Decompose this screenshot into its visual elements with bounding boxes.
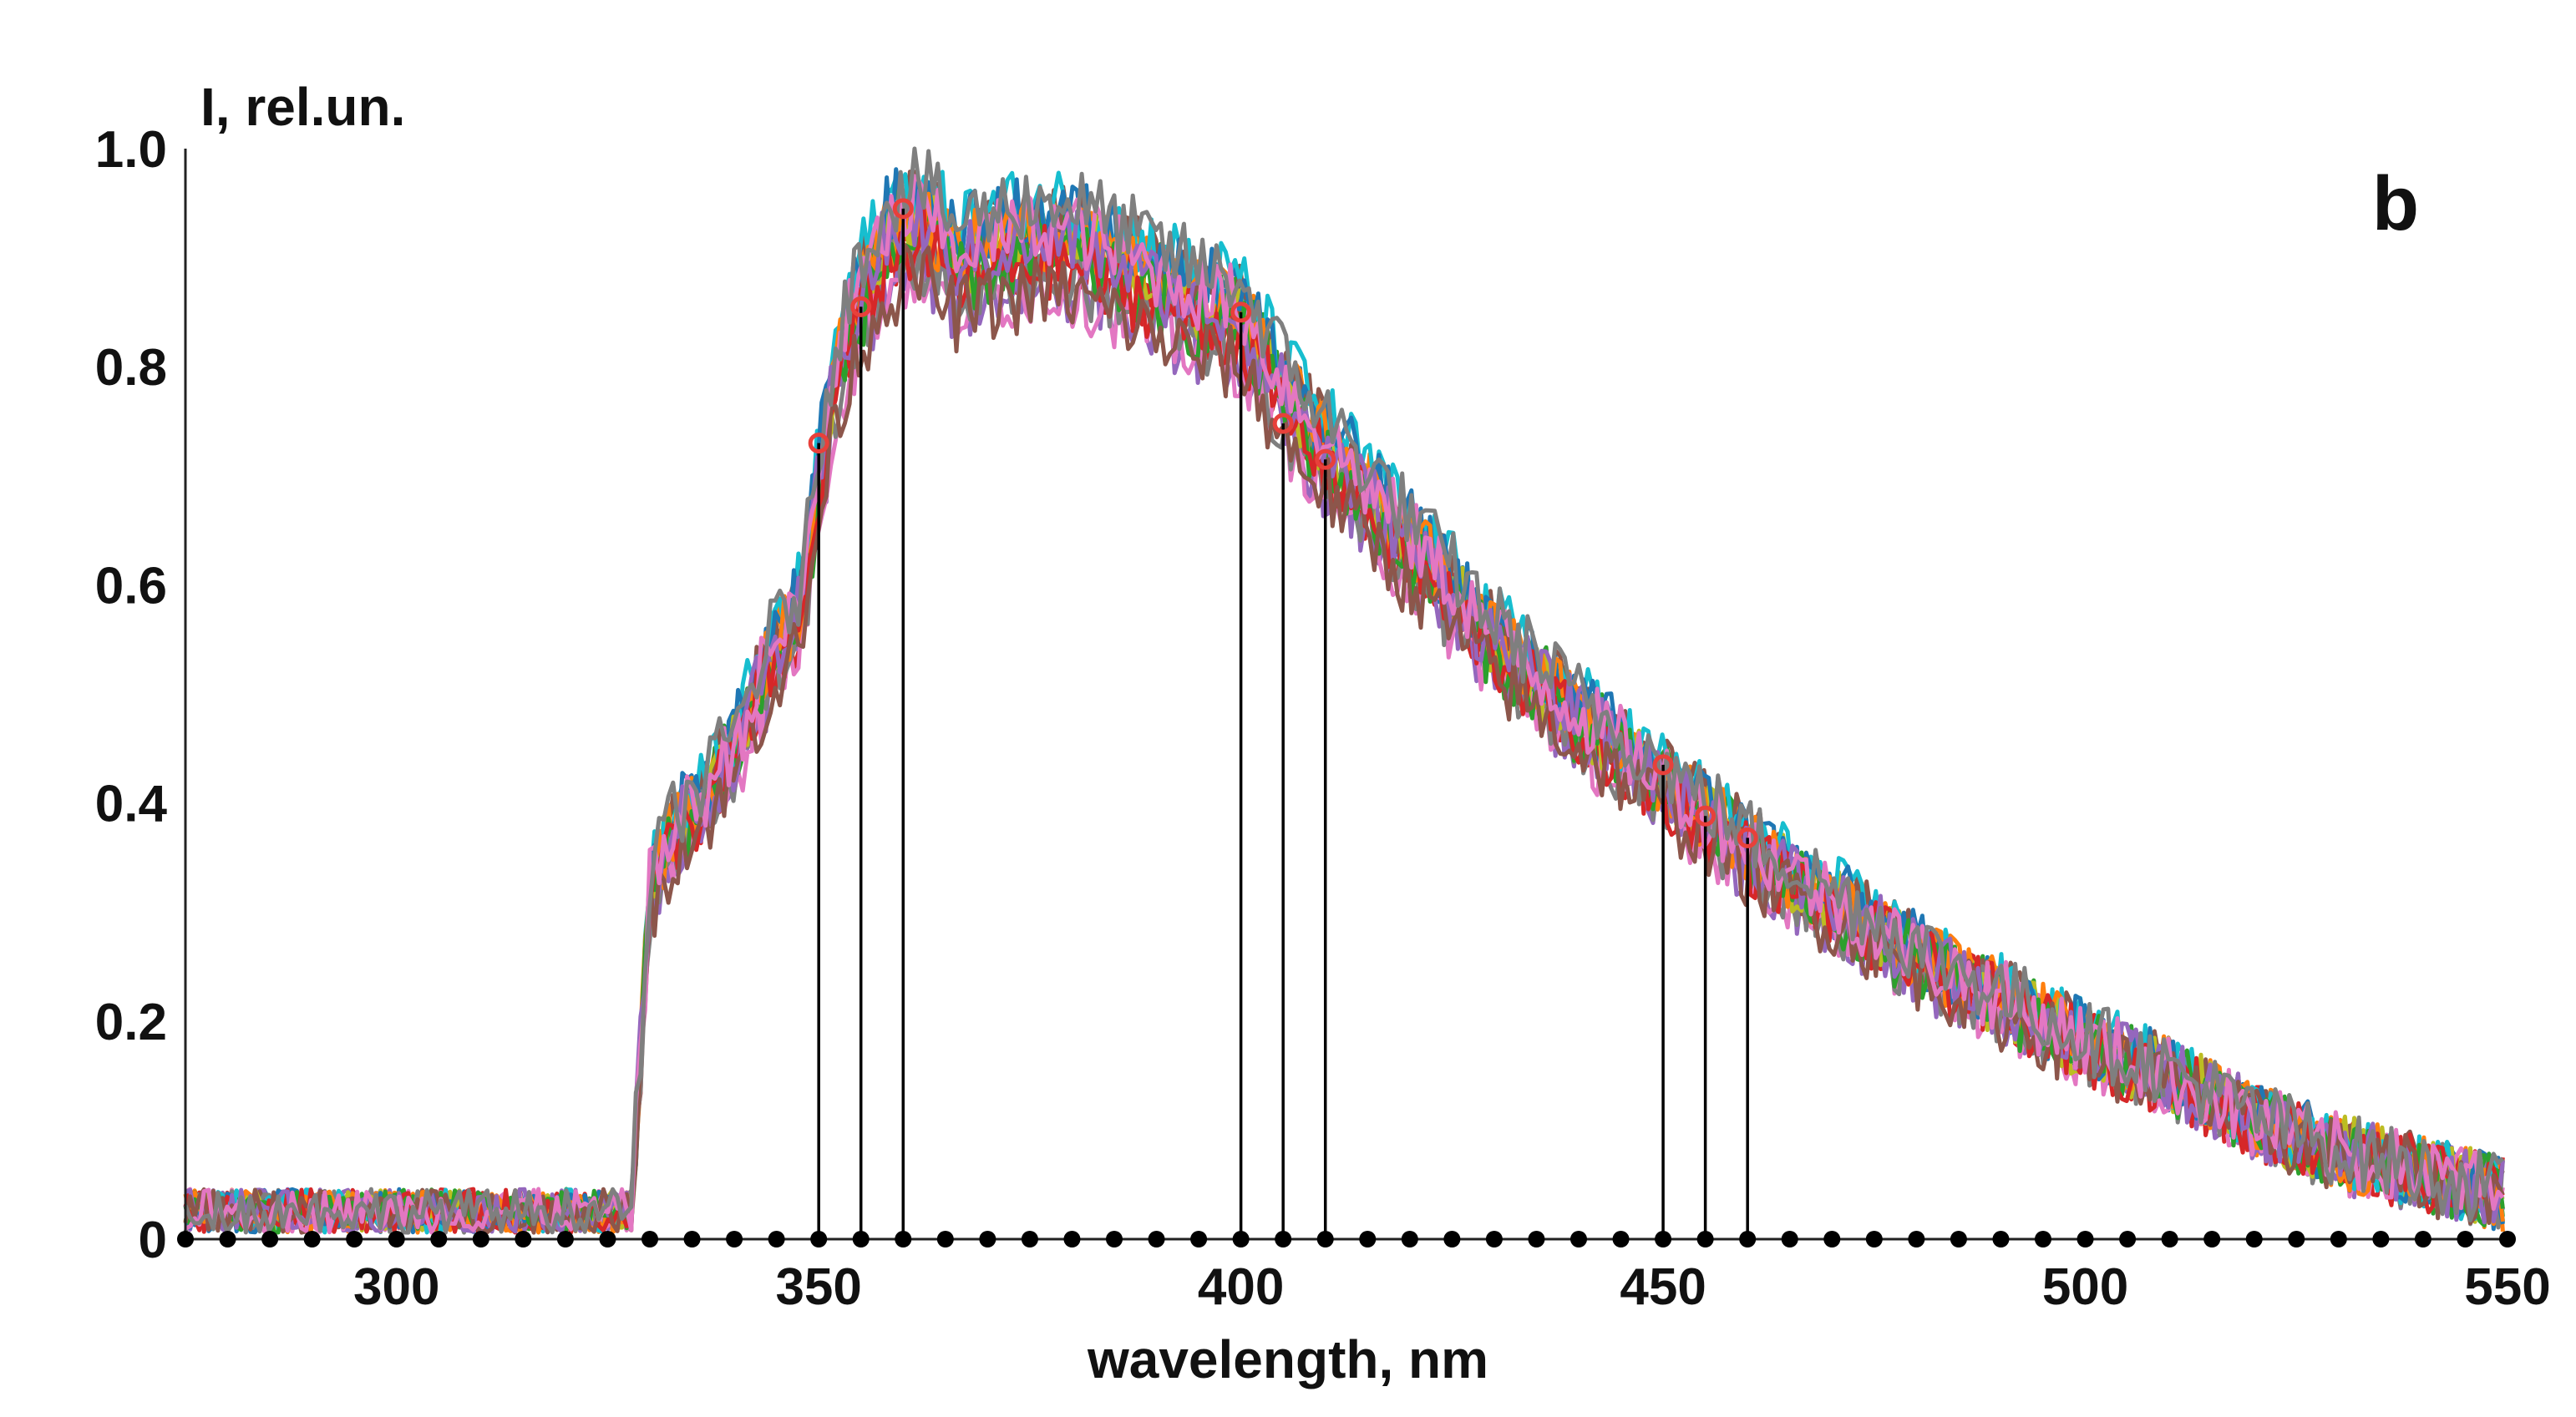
baseline-dot (1316, 1231, 1334, 1247)
x-axis-title: wavelength, nm (1087, 1329, 1488, 1389)
baseline-dot (1739, 1231, 1757, 1247)
baseline-dot (1021, 1231, 1038, 1247)
baseline-dot (2414, 1231, 2431, 1247)
baseline-dot (1106, 1231, 1123, 1247)
baseline-dot (1190, 1231, 1208, 1247)
y-tick-label: 0 (139, 1212, 167, 1269)
x-tick-label: 350 (775, 1258, 861, 1316)
baseline-dot (346, 1231, 363, 1247)
baseline-dot (1570, 1231, 1587, 1247)
baseline-dot (979, 1231, 996, 1247)
baseline-dot (219, 1231, 236, 1247)
baseline-dot (641, 1231, 658, 1247)
baseline-dot (1063, 1231, 1081, 1247)
x-tick-label: 500 (2042, 1258, 2128, 1316)
baseline-dot (1908, 1231, 1925, 1247)
baseline-dot (388, 1231, 405, 1247)
marker-point (850, 296, 872, 317)
baseline-dot (303, 1231, 321, 1247)
baseline-dot (852, 1231, 870, 1247)
baseline-dot (430, 1231, 448, 1247)
spectra-series-group (183, 146, 2505, 1235)
baseline-dot (895, 1231, 912, 1247)
baseline-dot (1148, 1231, 1165, 1247)
baseline-dot (2119, 1231, 2137, 1247)
y-tick-label: 0.4 (95, 776, 168, 833)
baseline-dot (1865, 1231, 1883, 1247)
baseline-dot (2035, 1231, 2051, 1247)
baseline-dot (472, 1231, 489, 1247)
y-tick-label: 0.6 (95, 557, 167, 615)
spectrum-series (184, 174, 2505, 1235)
baseline-dot (1992, 1231, 2010, 1247)
baseline-dot (1528, 1231, 1545, 1247)
baseline-dot (2372, 1231, 2390, 1247)
baseline-dot (2499, 1231, 2516, 1247)
baseline-dot (2161, 1231, 2178, 1247)
spectrum-series (184, 170, 2505, 1235)
marker-points (808, 198, 1758, 848)
baseline-dot (1443, 1231, 1461, 1247)
baseline-dot (1612, 1231, 1630, 1247)
baseline-dot (1781, 1231, 1798, 1247)
marker-drop-lines (817, 208, 1749, 1239)
y-axis-title: I, rel.un. (200, 77, 405, 137)
baseline-dot (515, 1231, 532, 1247)
baseline-dot (2245, 1231, 2263, 1247)
baseline-dot (177, 1231, 194, 1247)
marker-point (1315, 448, 1336, 470)
marker-point (1737, 827, 1758, 848)
y-tick-label: 0.8 (95, 339, 167, 397)
spectrum-series (183, 146, 2505, 1235)
marker-point (1695, 805, 1716, 827)
baseline-dot (936, 1231, 954, 1247)
y-tick-label: 1.0 (95, 121, 167, 179)
baseline-dot (1275, 1231, 1292, 1247)
marker-point (1230, 301, 1252, 323)
baseline-dot (261, 1231, 279, 1247)
x-tick-labels: 300 350 400 450 500 550 (353, 1258, 2551, 1316)
marker-point (1652, 754, 1674, 776)
baseline-dot (1232, 1231, 1250, 1247)
x-tick-label: 450 (1620, 1258, 1706, 1316)
baseline-dot (1359, 1231, 1377, 1247)
baseline-dot (1655, 1231, 1672, 1247)
baseline-dot (2077, 1231, 2094, 1247)
baseline-dot (2457, 1231, 2474, 1247)
panel-label: b (2372, 161, 2419, 246)
baseline-dot (1696, 1231, 1714, 1247)
baseline-dot (1401, 1231, 1418, 1247)
baseline-dots (177, 1231, 2516, 1247)
marker-point (892, 198, 914, 220)
y-tick-labels: 0 0.2 0.4 0.6 0.8 1.0 (95, 121, 168, 1269)
baseline-dot (599, 1231, 616, 1247)
baseline-dot (1950, 1231, 1967, 1247)
baseline-dot (1485, 1231, 1503, 1247)
baseline-dot (556, 1231, 574, 1247)
baseline-dot (726, 1231, 743, 1247)
marker-point (808, 433, 829, 454)
x-tick-label: 300 (353, 1258, 439, 1316)
baseline-dot (2288, 1231, 2305, 1247)
marker-point (1272, 412, 1294, 434)
y-tick-label: 0.2 (95, 994, 167, 1051)
x-tick-label: 550 (2464, 1258, 2550, 1316)
baseline-dot (2330, 1231, 2347, 1247)
baseline-dot (1823, 1231, 1841, 1247)
baseline-dot (768, 1231, 785, 1247)
baseline-dot (2203, 1231, 2221, 1247)
baseline-dot (810, 1231, 828, 1247)
x-tick-label: 400 (1198, 1258, 1284, 1316)
baseline-dot (683, 1231, 701, 1247)
